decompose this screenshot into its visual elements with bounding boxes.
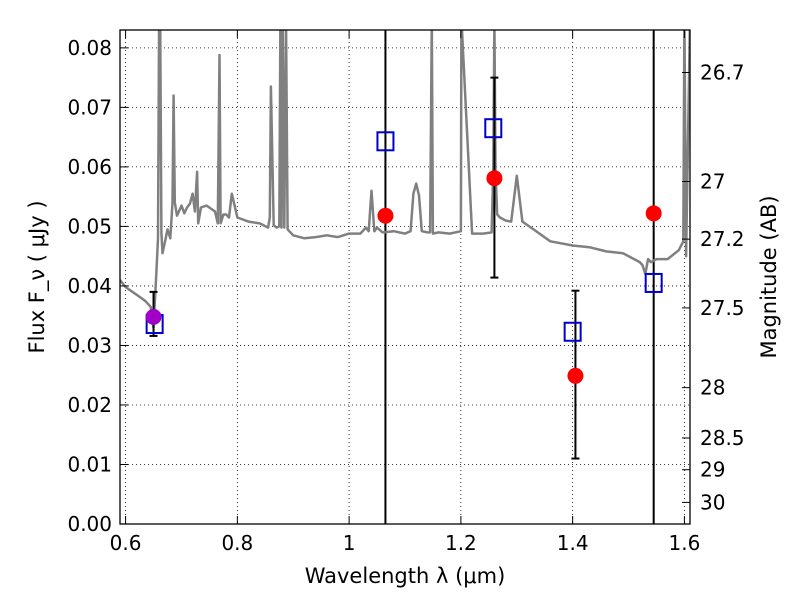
plot-frame	[119, 29, 691, 525]
synthetic-square	[376, 131, 395, 152]
y-tick-label: 0.02	[67, 393, 112, 417]
observed-point	[486, 170, 503, 187]
y2-tick-label: 27.5	[700, 296, 745, 320]
observed-point	[145, 308, 162, 325]
x-axis-label: Wavelength λ (μm)	[305, 564, 506, 588]
vertical-lines	[384, 30, 655, 524]
x-tick-label: 1.4	[557, 531, 589, 555]
y2-tick-label: 30	[700, 490, 725, 514]
x-tick-label: 1.2	[445, 531, 477, 555]
y2-tick-label: 27.2	[700, 227, 745, 251]
y2-tick-label: 26.7	[700, 61, 745, 85]
y2-tick-label: 28	[700, 376, 725, 400]
y2-tick-label: 28.5	[700, 426, 745, 450]
error-bars	[149, 76, 580, 460]
x-tick-label: 0.8	[221, 531, 253, 555]
model-spectrum	[120, 30, 690, 329]
model-spectrum-line	[120, 30, 690, 329]
y-tick-label: 0.06	[67, 155, 112, 179]
synthetic-square	[484, 118, 503, 139]
y-tick-label: 0.08	[67, 36, 112, 60]
y-tick-label: 0.01	[67, 452, 112, 476]
axes: 0.6 0.8 1 1.2 1.4 1.6 0.00 0.01 0.02 0.03 0.04 0.05…	[67, 29, 745, 555]
x-tick-label: 0.6	[110, 531, 142, 555]
synthetic-square	[644, 272, 663, 293]
observed-point	[645, 205, 662, 222]
data-points	[145, 118, 663, 384]
y-tick-label: 0.04	[67, 274, 112, 298]
y-tick-label: 0.00	[67, 512, 112, 536]
axis-labels: Wavelength λ (μm) Flux F_ν ( μJy ) Magni…	[25, 195, 781, 588]
y-tick-label: 0.05	[67, 214, 112, 238]
x-tick-label: 1	[343, 531, 356, 555]
grid	[120, 30, 690, 524]
y2-tick-label: 27	[700, 170, 725, 194]
observed-point	[567, 367, 584, 384]
y-tick-label: 0.07	[67, 95, 112, 119]
y2-tick-label: 29	[700, 458, 725, 482]
y2-axis-label: Magnitude (AB)	[757, 195, 781, 358]
x-tick-label: 1.6	[669, 531, 701, 555]
observed-point	[377, 207, 394, 224]
y-tick-label: 0.03	[67, 333, 112, 357]
y-axis-label: Flux F_ν ( μJy )	[25, 200, 50, 353]
synthetic-square	[563, 321, 582, 342]
